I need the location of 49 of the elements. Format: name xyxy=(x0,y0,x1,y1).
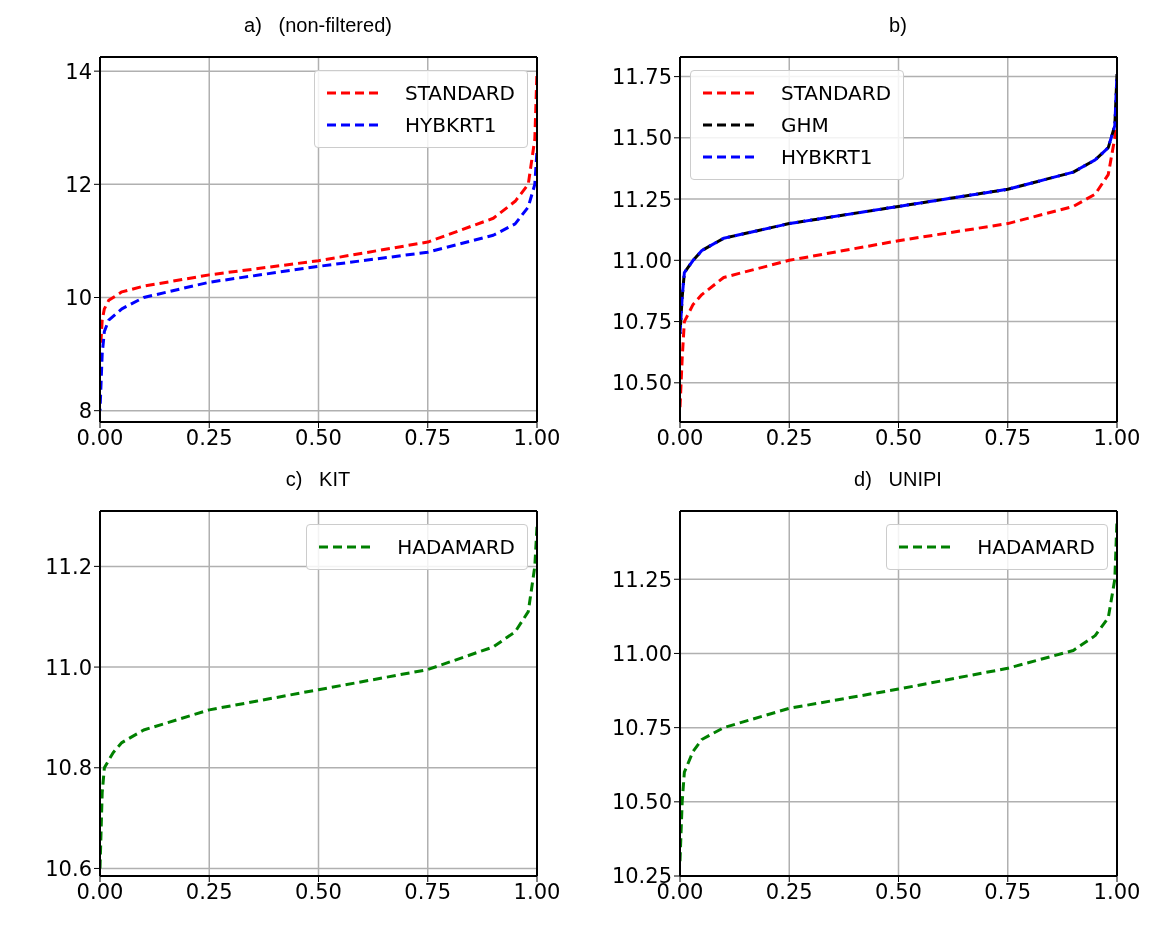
legend-label: STANDARD xyxy=(781,81,892,105)
x-tick-label: 0.50 xyxy=(875,425,922,450)
y-tick-label: 8 xyxy=(78,399,92,424)
y-tick-label: 10.50 xyxy=(611,790,672,815)
y-tick-label: 11.50 xyxy=(611,126,672,151)
legend-label: GHM xyxy=(781,113,829,137)
x-tick-label: 0.50 xyxy=(295,425,342,450)
y-tick-label: 10.6 xyxy=(45,856,92,881)
legend-label: HADAMARD xyxy=(977,535,1095,559)
legend-label: HADAMARD xyxy=(397,535,515,559)
legend-label: STANDARD xyxy=(404,81,515,105)
y-tick-label: 14 xyxy=(65,59,92,84)
x-tick-label: 0.75 xyxy=(404,425,452,450)
y-tick-label: 11.25 xyxy=(611,567,672,592)
x-tick-label: 0.25 xyxy=(185,879,233,904)
line-series xyxy=(100,524,537,870)
x-tick-label: 1.00 xyxy=(513,879,561,904)
y-tick-label: 10.8 xyxy=(45,756,92,781)
x-tick-label: 1.00 xyxy=(1093,879,1141,904)
x-tick-label: 1.00 xyxy=(1093,425,1141,450)
y-tick-label: 10.75 xyxy=(611,310,672,335)
x-tick-label: 0.75 xyxy=(984,879,1032,904)
x-tick-label: 0.00 xyxy=(76,879,124,904)
x-tick-label: 0.25 xyxy=(765,425,813,450)
y-tick-label: 11.75 xyxy=(611,65,672,90)
y-tick-label: 10.75 xyxy=(611,716,672,741)
x-tick-label: 1.00 xyxy=(513,425,561,450)
chart-title: a) (non-filtered) xyxy=(243,13,393,38)
chart-title: c) KIT xyxy=(284,467,352,492)
x-tick-label: 0.00 xyxy=(76,425,124,450)
x-tick-label: 0.50 xyxy=(295,879,342,904)
y-tick-label: 10.50 xyxy=(611,371,672,396)
legend-label: HYBKRT1 xyxy=(404,113,497,137)
y-tick-label: 11.00 xyxy=(611,248,672,273)
chart-title: d) UNIPI xyxy=(853,467,943,492)
x-tick-label: 0.75 xyxy=(404,879,452,904)
y-tick-label: 11.2 xyxy=(45,554,92,579)
y-tick-label: 11.25 xyxy=(611,187,672,212)
x-tick-label: 0.50 xyxy=(875,879,922,904)
y-tick-label: 10 xyxy=(65,285,92,310)
chart-title: b) xyxy=(888,13,908,38)
x-tick-label: 0.75 xyxy=(984,425,1032,450)
y-tick-label: 12 xyxy=(65,172,92,197)
y-tick-label: 11.0 xyxy=(45,655,92,680)
x-tick-label: 0.00 xyxy=(656,425,704,450)
legend-label: HYBKRT1 xyxy=(781,145,873,169)
x-tick-label: 0.25 xyxy=(765,879,813,904)
x-tick-label: 0.25 xyxy=(185,425,233,450)
y-tick-label: 11.00 xyxy=(611,641,672,666)
